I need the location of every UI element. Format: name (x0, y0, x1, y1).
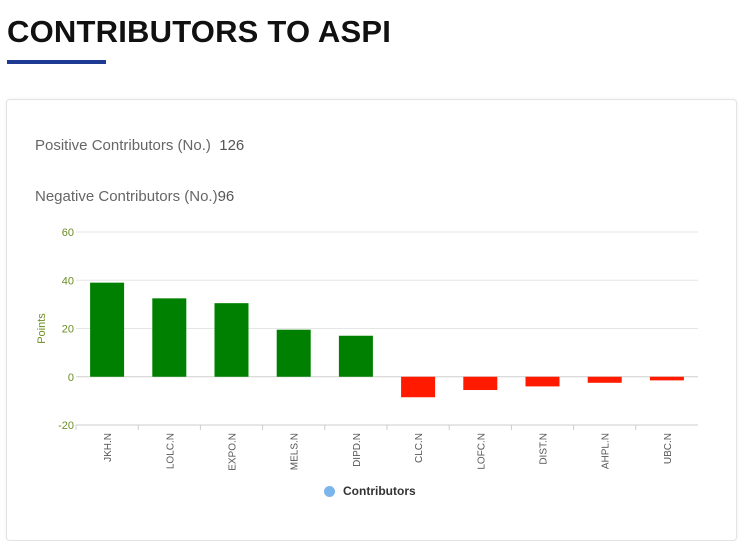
bar-dipd-n[interactable] (338, 335, 373, 377)
bar-ahpl-n[interactable] (587, 376, 622, 383)
positive-contributors-value: 126 (219, 137, 245, 154)
legend-marker-icon (324, 485, 335, 497)
chart-legend[interactable]: Contributors (324, 484, 416, 498)
bar-dist-n[interactable] (525, 376, 560, 387)
y-tick-label: -20 (58, 420, 74, 432)
chart-card (6, 99, 737, 541)
x-tick-label: EXPO.N (228, 433, 239, 471)
x-tick-label: LOFC.N (476, 433, 487, 470)
page-title: CONTRIBUTORS TO ASPI (7, 14, 392, 49)
contributors-bar-chart: -20 0 20 40 60 Points JKH.N LOLC.N EXPO.N MELS.N D… (36, 227, 698, 471)
y-tick-label: 60 (62, 227, 74, 239)
x-tick-label: CLC.N (414, 433, 425, 463)
x-tick-label: UBC.N (663, 433, 674, 464)
y-tick-label: 0 (68, 372, 74, 384)
x-tick-label: LOLC.N (165, 433, 176, 469)
x-tick-label: JKH.N (103, 433, 114, 462)
bar-ubc-n[interactable] (649, 376, 684, 381)
positive-contributors-stat: Positive Contributors (No.) 126 (35, 137, 244, 154)
negative-contributors-label: Negative Contributors (No.) (35, 188, 218, 205)
bar-lofc-n[interactable] (463, 376, 498, 391)
bar-mels-n[interactable] (276, 329, 311, 377)
x-tick-label: MELS.N (290, 433, 301, 470)
y-tick-label: 20 (62, 324, 74, 336)
x-tick-label: DIPD.N (352, 433, 363, 467)
bar-expo-n[interactable] (214, 303, 249, 377)
bar-clc-n[interactable] (401, 376, 436, 398)
negative-contributors-stat: Negative Contributors (No.)96 (35, 188, 234, 205)
x-tick-label: DIST.N (539, 433, 550, 465)
y-axis-title: Points (36, 313, 48, 344)
negative-contributors-value: 96 (217, 188, 235, 205)
bar-jkh-n[interactable] (90, 282, 125, 377)
bar-lolc-n[interactable] (152, 298, 187, 377)
positive-contributors-label: Positive Contributors (No.) (35, 137, 211, 154)
x-tick-label: AHPL.N (601, 433, 612, 469)
y-tick-label: 40 (62, 275, 74, 287)
title-underline (7, 60, 106, 64)
legend-label: Contributors (343, 484, 416, 498)
